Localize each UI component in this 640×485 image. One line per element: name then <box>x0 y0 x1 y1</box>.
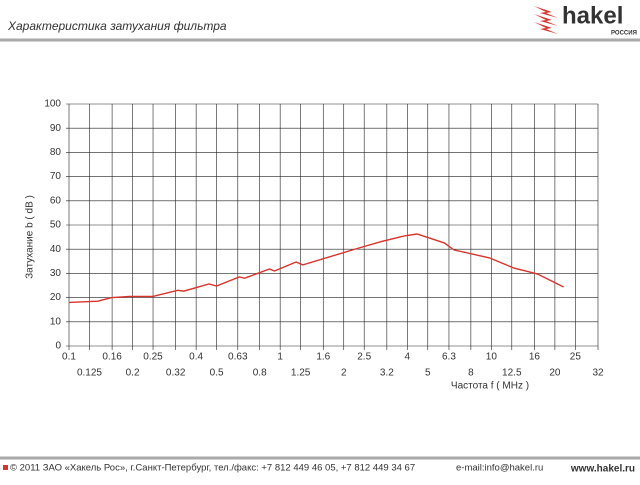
y-axis-title: Затухание b ( dB ) <box>25 195 36 279</box>
x-tick-label: 1.6 <box>316 352 330 363</box>
x-tick-label: 10 <box>486 352 498 363</box>
x-tick-label: 0.125 <box>77 368 102 379</box>
x-tick-label: 25 <box>570 352 582 363</box>
x-tick-label: 6.3 <box>442 352 456 363</box>
footer-bullet <box>3 465 8 470</box>
footer-email: e-mail:info@hakel.ru <box>456 463 543 474</box>
y-tick-label: 20 <box>50 292 62 303</box>
x-tick-label: 0.63 <box>228 352 248 363</box>
y-tick-label: 90 <box>50 123 62 134</box>
y-tick-label: 60 <box>50 195 62 206</box>
logo-country: РОССИЯ <box>611 31 637 37</box>
x-tick-label: 5 <box>425 368 431 379</box>
y-tick-label: 0 <box>55 341 61 352</box>
x-axis-title: Частота f ( MHz ) <box>451 381 529 392</box>
x-tick-label: 0.1 <box>62 352 76 363</box>
x-tick-label: 3.2 <box>380 368 394 379</box>
x-tick-label: 0.16 <box>102 352 122 363</box>
x-tick-label: 8 <box>468 368 474 379</box>
x-tick-label: 2 <box>341 368 347 379</box>
footer-website: www.hakel.ru <box>570 464 635 475</box>
x-tick-label: 2.5 <box>357 352 371 363</box>
y-tick-label: 30 <box>50 268 62 279</box>
logo-mark <box>534 6 558 34</box>
logo: hakel <box>562 2 623 29</box>
y-tick-label: 10 <box>50 316 62 327</box>
y-tick-label: 70 <box>50 171 62 182</box>
x-tick-label: 1.25 <box>291 368 311 379</box>
y-tick-label: 50 <box>50 220 62 231</box>
x-tick-label: 12.5 <box>502 368 522 379</box>
x-tick-label: 0.25 <box>143 352 163 363</box>
y-tick-label: 100 <box>44 99 61 110</box>
x-tick-label: 16 <box>529 352 541 363</box>
data-line <box>68 233 564 304</box>
x-tick-label: 20 <box>549 368 561 379</box>
y-tick-label: 80 <box>50 147 62 158</box>
x-tick-label: 1 <box>277 352 283 363</box>
page-title: Характеристика затухания фильтра <box>7 19 227 33</box>
x-tick-label: 0.4 <box>189 352 203 363</box>
footer-copyright: © 2011 ЗАО «Хакель Рос», г.Санкт-Петербу… <box>10 463 415 474</box>
x-tick-label: 32 <box>592 368 604 379</box>
x-tick-label: 0.8 <box>253 368 267 379</box>
x-tick-label: 0.5 <box>210 368 224 379</box>
x-tick-label: 0.2 <box>126 368 140 379</box>
y-tick-label: 40 <box>50 244 62 255</box>
x-tick-label: 4 <box>405 352 411 363</box>
x-tick-label: 0.32 <box>166 368 186 379</box>
